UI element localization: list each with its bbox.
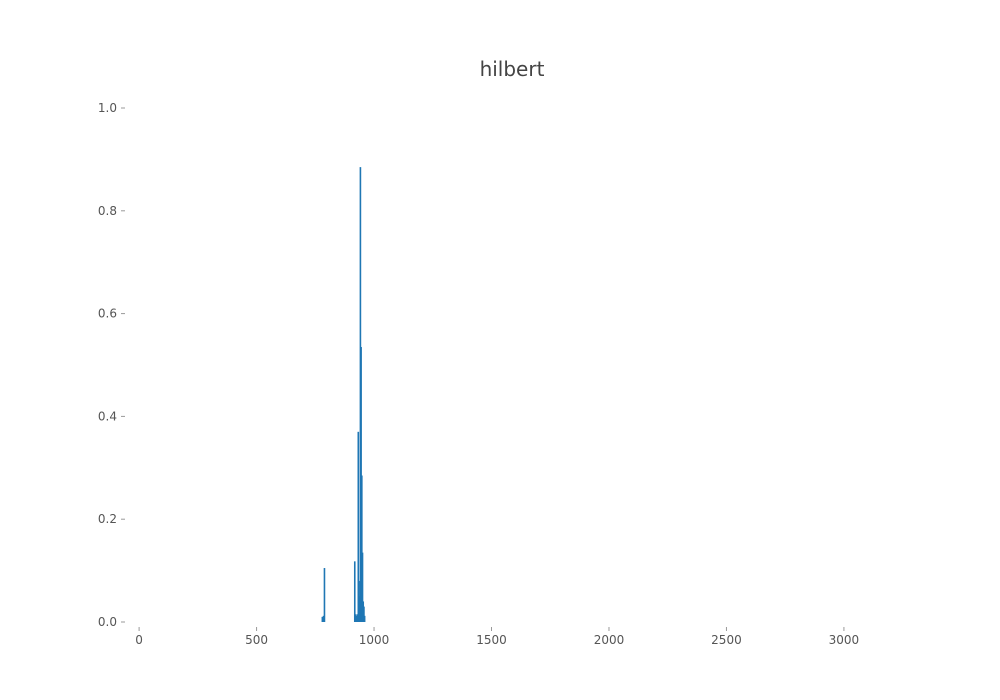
bar-series (321, 167, 366, 623)
x-tick-label: 2500 (711, 633, 742, 647)
bar (363, 606, 365, 622)
x-tick-label: 0 (135, 633, 143, 647)
bar (361, 475, 363, 622)
x-tick-label: 2000 (594, 633, 625, 647)
y-tick-label: 0.8 (98, 204, 117, 218)
y-tick-label: 0.0 (98, 615, 117, 629)
bar (322, 615, 325, 622)
y-tick-label: 0.6 (98, 307, 117, 321)
x-tick-label: 500 (245, 633, 268, 647)
y-tick-label: 1.0 (98, 101, 117, 115)
bar (321, 616, 324, 622)
bar (353, 561, 356, 622)
x-axis: 0 500 1000 1500 2000 2500 3000 (135, 627, 859, 647)
y-tick-label: 0.2 (98, 512, 117, 526)
bar (363, 615, 366, 622)
bar (357, 431, 360, 622)
y-tick-label: 0.4 (98, 409, 117, 423)
y-axis: 0.0 0.2 0.4 0.6 0.8 1.0 (98, 101, 125, 629)
bar (323, 568, 326, 622)
bar (361, 552, 364, 622)
x-tick-label: 3000 (829, 633, 860, 647)
bar (355, 615, 358, 622)
x-tick-label: 1000 (359, 633, 390, 647)
bar (354, 614, 357, 622)
chart-title: hilbert (480, 57, 545, 81)
x-tick-label: 1500 (476, 633, 507, 647)
